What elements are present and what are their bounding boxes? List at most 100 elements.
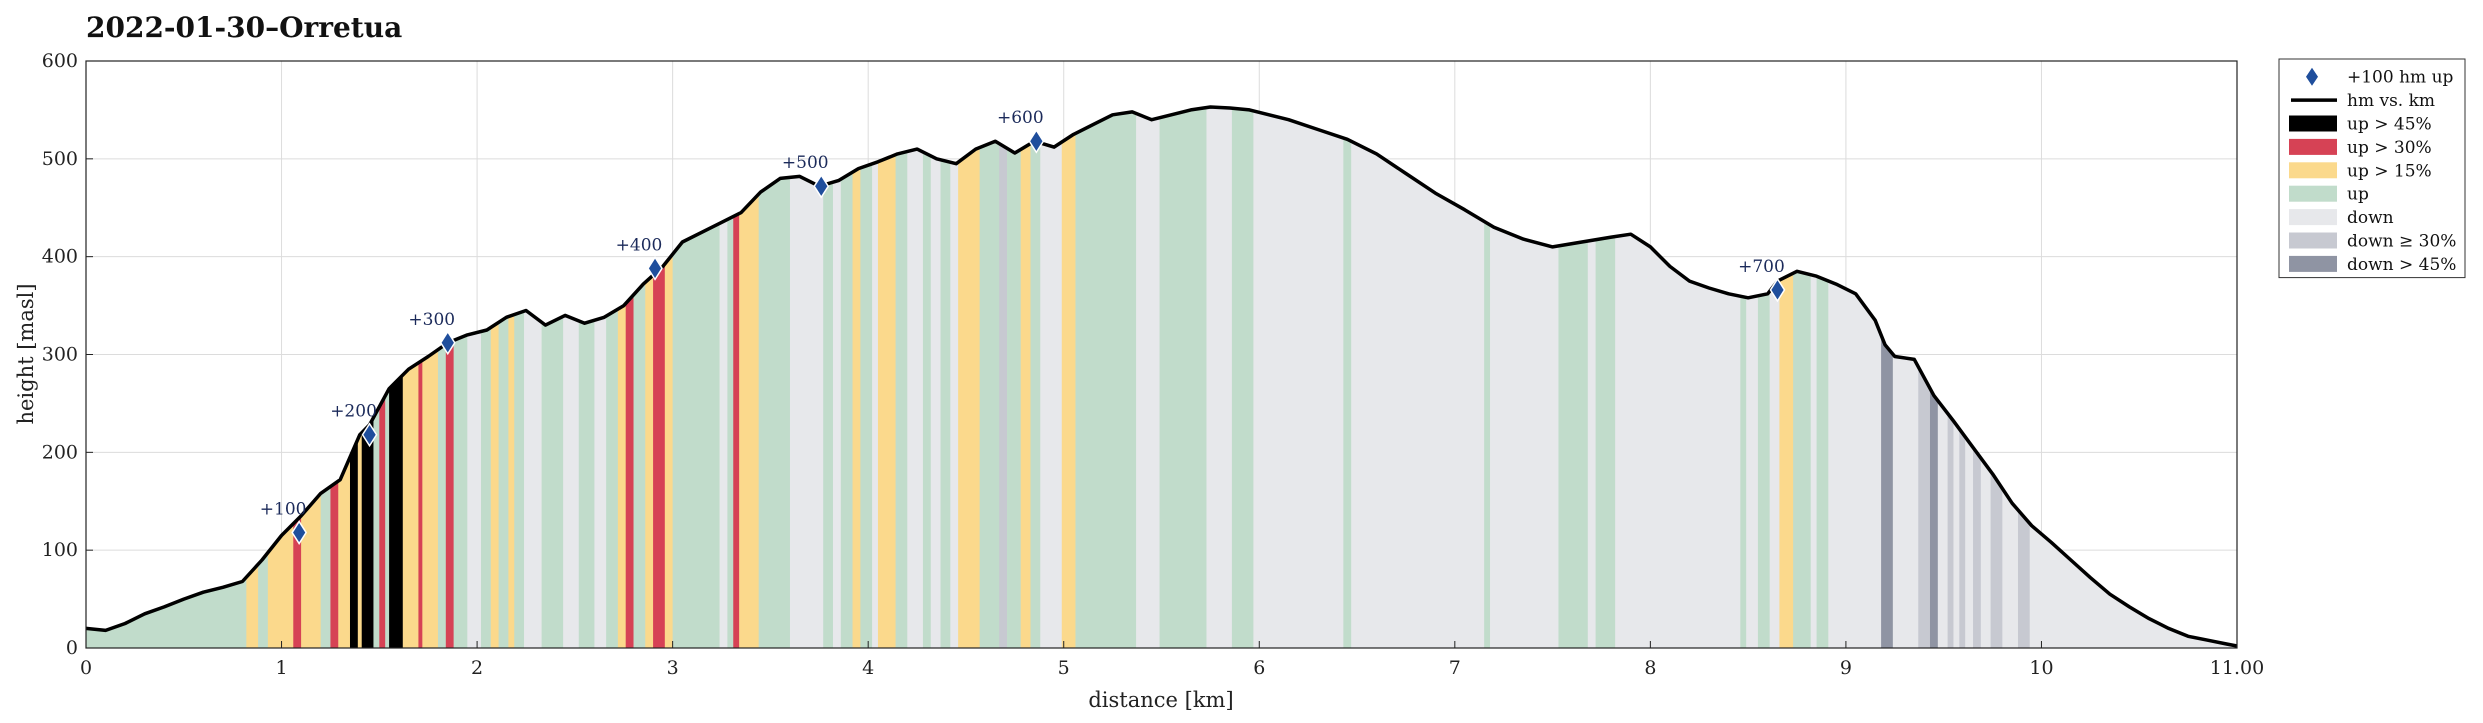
y-tick-label: 0: [66, 637, 78, 659]
segment-down-59: [950, 107, 959, 648]
chart-title: 2022-01-30–Orretua: [86, 11, 402, 44]
milestone-marker: [291, 520, 308, 545]
segment-up15-24: [490, 107, 500, 648]
segment-down-57: [930, 107, 941, 648]
segment-up-54: [895, 107, 908, 648]
segment-down-32: [594, 107, 607, 648]
legend-entry-label: up > 30%: [2347, 138, 2432, 158]
segment-up15-39: [664, 107, 674, 648]
x-tick-label: 6: [1253, 657, 1265, 679]
segment-up-68: [1075, 107, 1137, 648]
segment-down-75: [1351, 107, 1485, 648]
segment-up-36: [633, 107, 646, 648]
segment-down-52: [872, 107, 879, 648]
segment-down-66: [1040, 107, 1063, 648]
milestone-label: +100: [260, 500, 307, 520]
milestone-marker: [1769, 277, 1786, 303]
x-axis-label: distance [km]: [1088, 688, 1233, 712]
segment-up-65: [1030, 107, 1041, 648]
legend-patch-swatch: [2289, 115, 2337, 132]
legend-entry-label: up > 15%: [2347, 161, 2432, 181]
segment-down-81: [1615, 107, 1741, 648]
x-tick-label: 0: [80, 657, 92, 679]
legend-entry-label: hm vs. km: [2347, 91, 2435, 111]
milestone-label: +500: [782, 153, 829, 173]
segment-up15-64: [1020, 107, 1031, 648]
legend-entry-label: up > 45%: [2347, 115, 2432, 135]
segment-up-47: [823, 107, 834, 648]
segment-up15-86: [1779, 107, 1794, 648]
segment-down-41: [719, 107, 728, 648]
segment-up-33: [606, 107, 619, 648]
segment-up-29: [541, 107, 564, 648]
segment-up15-44: [739, 107, 760, 648]
segment-up-74: [1343, 107, 1352, 648]
segment-down-85: [1769, 107, 1780, 648]
segment-up-19: [437, 107, 447, 648]
legend-entry-label: up: [2347, 185, 2369, 205]
y-tick-label: 200: [42, 441, 78, 463]
x-tick-label: 7: [1449, 657, 1461, 679]
segment-up15-67: [1061, 107, 1076, 648]
segment-up15-60: [958, 107, 981, 648]
segment-up15-34: [617, 107, 627, 648]
x-tick-label: 2: [471, 657, 483, 679]
profile-line: [85, 105, 2238, 648]
segment-up30-35: [625, 107, 634, 648]
segment-up-76: [1484, 107, 1491, 648]
x-tick-label: 5: [1058, 657, 1070, 679]
segment-up15-50: [852, 107, 861, 648]
y-tick-label: 400: [42, 246, 78, 268]
y-tick-label: 500: [42, 148, 78, 170]
segment-down-69: [1136, 107, 1160, 648]
segment-up30-43: [733, 107, 740, 648]
segment-down30-62: [999, 107, 1008, 648]
y-axis-label: height [masl]: [14, 283, 38, 424]
legend-patch-swatch: [2289, 255, 2337, 272]
legend-patch-swatch: [2289, 185, 2337, 202]
segment-up-72: [1231, 107, 1254, 648]
milestone-label: +300: [408, 310, 455, 330]
x-tick-label: 8: [1644, 657, 1656, 679]
segment-down-77: [1490, 107, 1559, 648]
milestone-marker: [1028, 128, 1045, 154]
segment-up-61: [979, 107, 1000, 648]
segment-down-90: [1828, 107, 1882, 648]
segment-up-84: [1757, 107, 1771, 648]
segment-up-63: [1007, 107, 1022, 648]
milestone-label: +600: [997, 108, 1044, 128]
legend-entry-label: down ≥ 30%: [2347, 232, 2456, 252]
segment-up-27: [514, 107, 525, 648]
segment-up-87: [1793, 107, 1812, 648]
segment-up-31: [578, 107, 595, 648]
legend-marker-swatch: [2306, 67, 2318, 86]
segment-up-40: [672, 107, 720, 648]
legend-entry-label: +100 hm up: [2347, 68, 2454, 88]
legend-patch-swatch: [2289, 232, 2337, 249]
segment-up30-38: [653, 107, 666, 648]
milestone-label: +200: [330, 402, 377, 422]
milestone-marker: [813, 173, 830, 199]
segment-up15-26: [508, 107, 515, 648]
axis-ticks: 0 1 2 3 4 5 6 7 8 9 10 11.00 0 100 200 300 400 500 600: [42, 50, 2264, 679]
segment-down-79: [1587, 107, 1597, 648]
x-tick-label: 4: [862, 657, 874, 679]
x-tick-label: 10: [2029, 657, 2053, 679]
segment-down-88: [1810, 107, 1817, 648]
x-tick-label: 11.00: [2210, 657, 2264, 679]
segment-up-82: [1740, 107, 1747, 648]
x-tick-label: 1: [275, 657, 287, 679]
segment-up-58: [940, 107, 951, 648]
segment-up-21: [453, 107, 468, 648]
y-tick-label: 600: [42, 50, 78, 72]
segment-up-25: [498, 107, 509, 648]
legend-patch-swatch: [2289, 162, 2337, 179]
segment-down-48: [832, 107, 842, 648]
legend-patch-swatch: [2289, 209, 2337, 226]
y-tick-label: 100: [42, 539, 78, 561]
segment-down-22: [467, 107, 482, 648]
x-tick-label: 3: [667, 657, 679, 679]
segment-down-83: [1746, 107, 1759, 648]
segment-up30-20: [445, 107, 455, 648]
legend-patch-swatch: [2289, 138, 2337, 155]
